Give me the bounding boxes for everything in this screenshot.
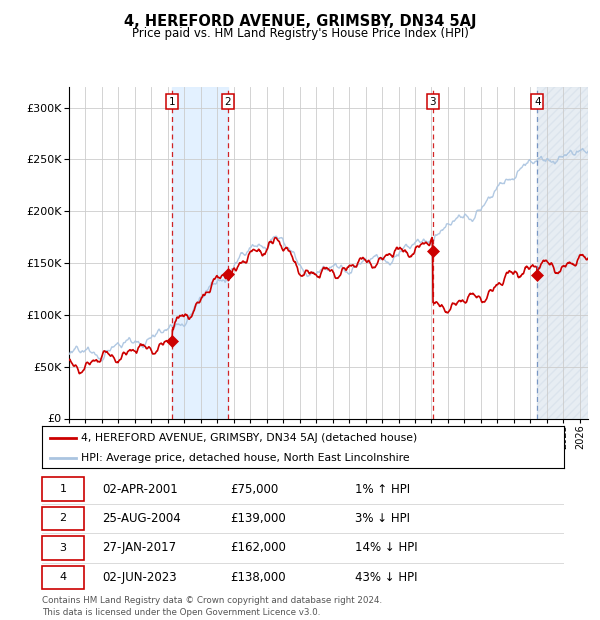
Text: 4, HEREFORD AVENUE, GRIMSBY, DN34 5AJ: 4, HEREFORD AVENUE, GRIMSBY, DN34 5AJ (124, 14, 476, 29)
Text: 3: 3 (430, 97, 436, 107)
Text: Contains HM Land Registry data © Crown copyright and database right 2024.
This d: Contains HM Land Registry data © Crown c… (42, 596, 382, 618)
Bar (537, 87, 588, 419)
Text: HPI: Average price, detached house, North East Lincolnshire: HPI: Average price, detached house, Nort… (81, 453, 410, 463)
Bar (172, 87, 228, 419)
FancyBboxPatch shape (42, 536, 84, 560)
Text: 1: 1 (59, 484, 67, 494)
Text: Price paid vs. HM Land Registry's House Price Index (HPI): Price paid vs. HM Land Registry's House … (131, 27, 469, 40)
Text: 2: 2 (224, 97, 232, 107)
Text: 1: 1 (169, 97, 175, 107)
FancyBboxPatch shape (42, 565, 84, 589)
Text: 4, HEREFORD AVENUE, GRIMSBY, DN34 5AJ (detached house): 4, HEREFORD AVENUE, GRIMSBY, DN34 5AJ (d… (81, 433, 418, 443)
FancyBboxPatch shape (42, 477, 84, 501)
Text: 27-JAN-2017: 27-JAN-2017 (102, 541, 176, 554)
Text: 3: 3 (59, 543, 67, 553)
Text: 25-AUG-2004: 25-AUG-2004 (102, 512, 181, 525)
Text: 02-JUN-2023: 02-JUN-2023 (102, 571, 176, 584)
Text: £139,000: £139,000 (230, 512, 286, 525)
Text: £162,000: £162,000 (230, 541, 286, 554)
Text: 1% ↑ HPI: 1% ↑ HPI (355, 482, 410, 495)
Text: 4: 4 (59, 572, 67, 582)
Text: £138,000: £138,000 (230, 571, 286, 584)
FancyBboxPatch shape (42, 507, 84, 530)
Text: 14% ↓ HPI: 14% ↓ HPI (355, 541, 418, 554)
Text: 2: 2 (59, 513, 67, 523)
Text: 43% ↓ HPI: 43% ↓ HPI (355, 571, 418, 584)
Text: 3% ↓ HPI: 3% ↓ HPI (355, 512, 410, 525)
Text: £75,000: £75,000 (230, 482, 278, 495)
Text: 02-APR-2001: 02-APR-2001 (102, 482, 178, 495)
Text: 4: 4 (534, 97, 541, 107)
